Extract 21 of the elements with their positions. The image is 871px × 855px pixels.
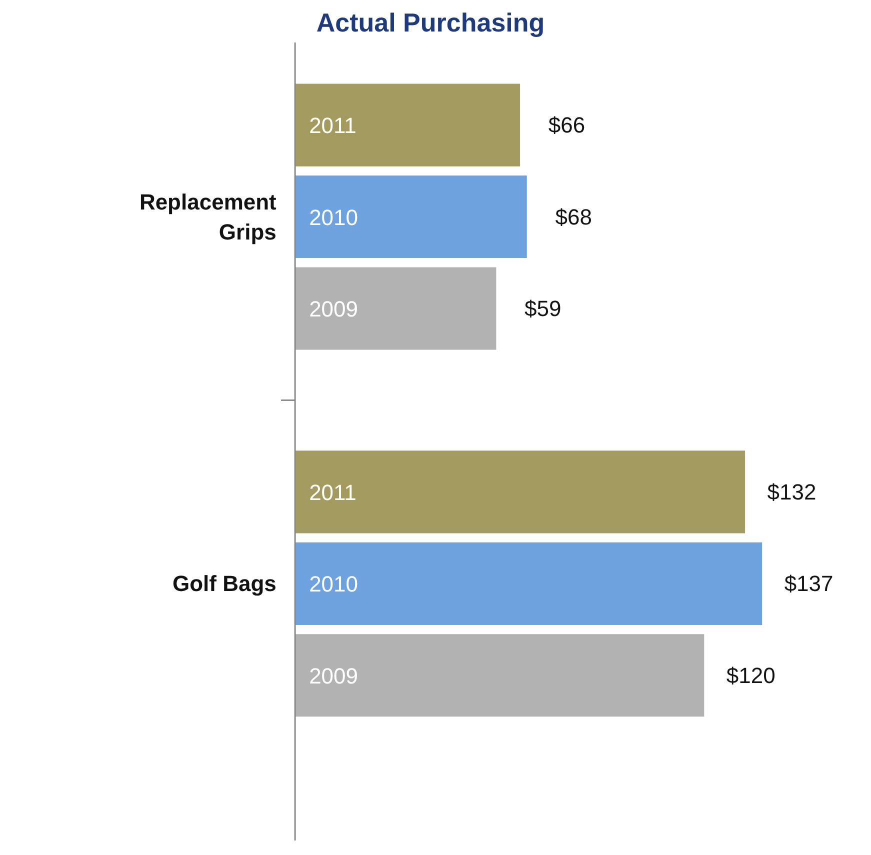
data-label: $68 (555, 204, 592, 230)
y-tick-label: Replacement Grips (139, 189, 278, 244)
bar (295, 542, 762, 625)
bar (295, 84, 520, 166)
bar (295, 634, 704, 717)
bar (295, 176, 527, 258)
data-label: $66 (548, 112, 586, 138)
data-label: $132 (767, 479, 816, 504)
text: 2009 (309, 663, 358, 688)
series-label: 2009 (309, 296, 358, 322)
y-tick-label: Golf Bags (172, 571, 276, 596)
bar (295, 267, 496, 350)
data-label: $59 (524, 296, 562, 321)
series-label: 2011 (309, 113, 356, 138)
bar (295, 450, 746, 534)
text: 2010 (309, 572, 358, 597)
series-label: 2010 (309, 204, 358, 230)
data-label: $137 (784, 571, 834, 596)
text: 2011 (309, 480, 356, 505)
chart-title: Actual Purchasing (316, 8, 545, 38)
data-label: $120 (726, 662, 776, 688)
